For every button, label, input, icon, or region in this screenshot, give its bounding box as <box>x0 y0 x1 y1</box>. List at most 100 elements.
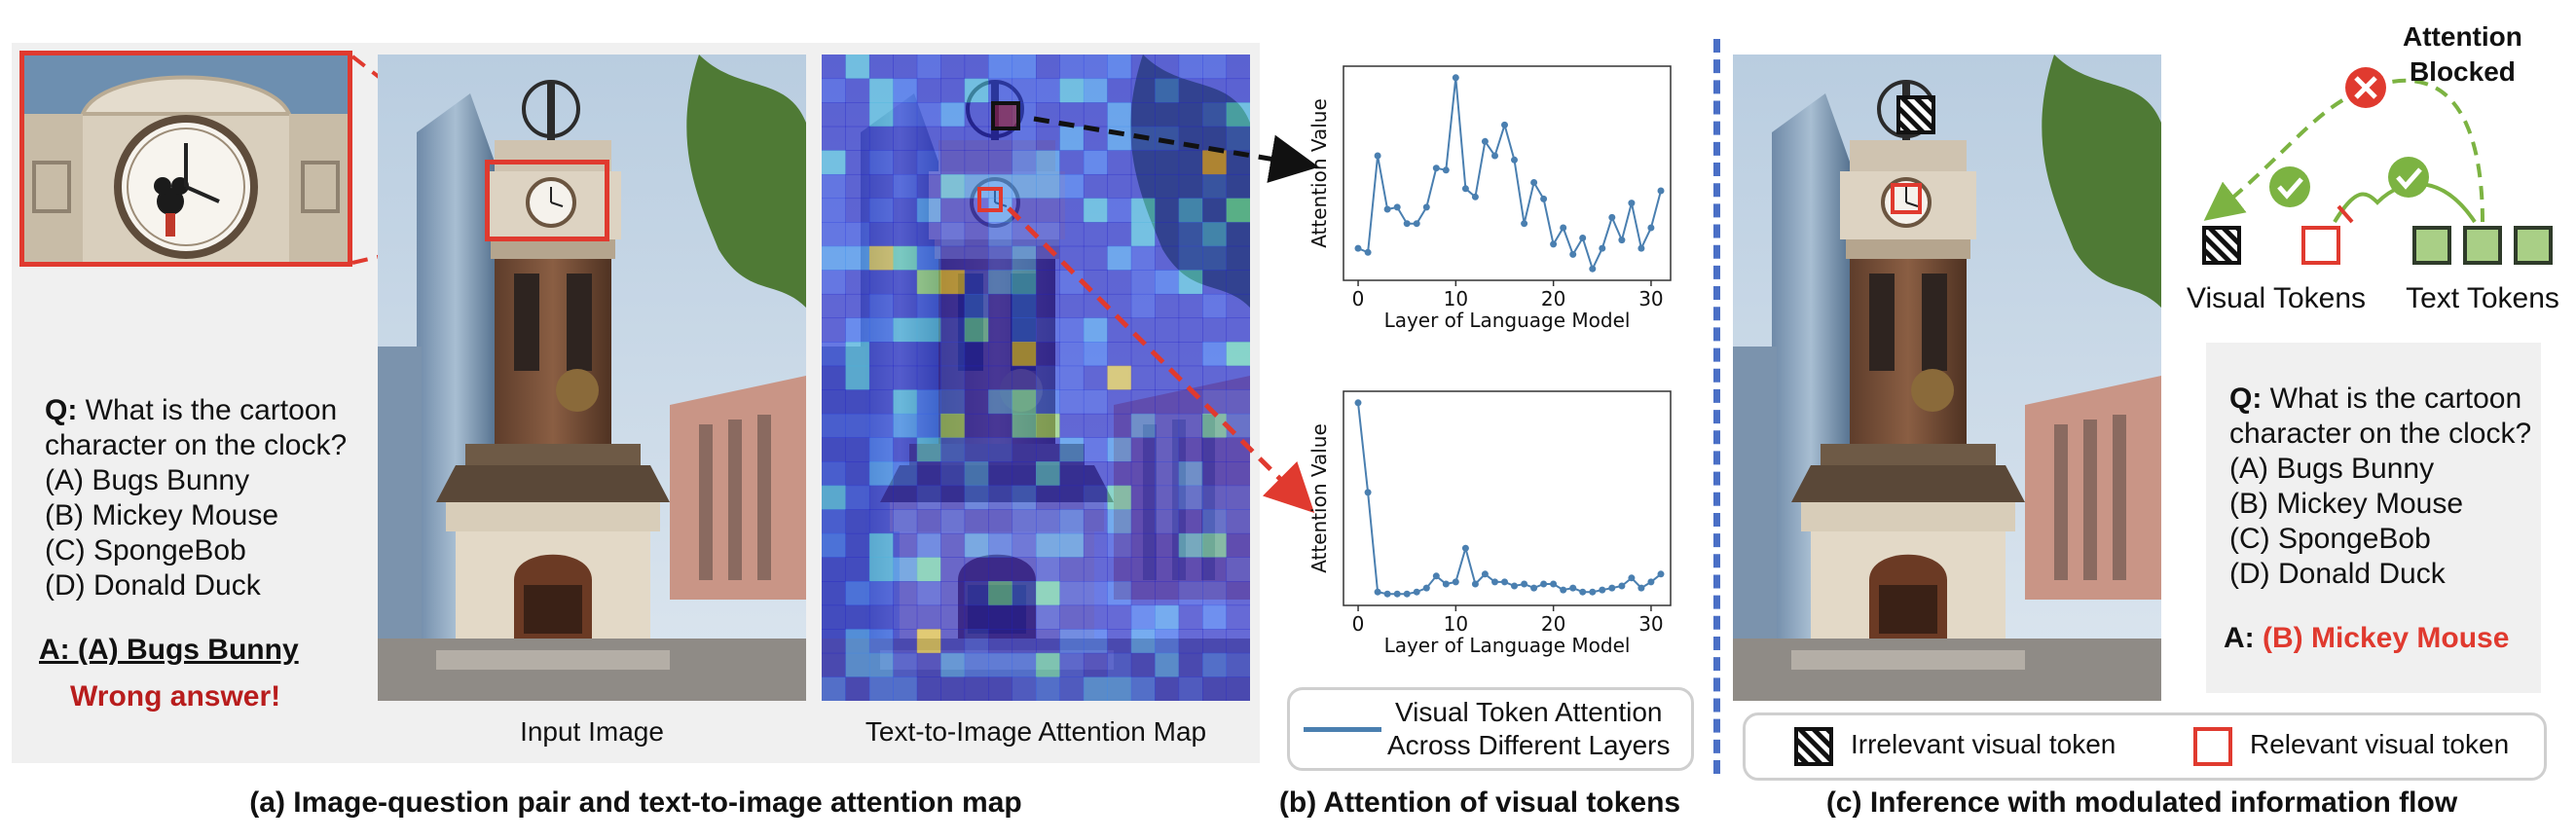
heatmap-cell <box>1107 173 1132 200</box>
heatmap-cell <box>916 173 941 200</box>
attention-blocked-label: Attention Blocked <box>2403 19 2522 90</box>
heatmap-cell <box>988 557 1013 582</box>
heatmap-cell <box>1178 317 1203 343</box>
heatmap-cell <box>1226 342 1250 367</box>
heatmap-cell <box>1036 198 1060 223</box>
heatmap-cell <box>822 557 846 582</box>
heatmap-cell <box>988 629 1013 654</box>
blocked-icon <box>2345 67 2386 108</box>
heatmap-cell <box>1083 485 1108 510</box>
visual-tokens-label: Visual Tokens <box>2186 282 2366 314</box>
heatmap-cell <box>893 652 918 677</box>
heatmap-cell <box>1202 557 1228 582</box>
heatmap-cell <box>1012 270 1037 295</box>
heatmap-cell <box>822 604 846 630</box>
heatmap-cell <box>988 437 1013 462</box>
caption-b: (b) Attention of visual tokens <box>1278 786 1681 819</box>
heatmap-cell <box>868 604 894 630</box>
heatmap-cell <box>845 437 870 462</box>
heatmap-cell <box>1130 485 1156 510</box>
heatmap-cell <box>1130 509 1156 534</box>
heatmap-cell <box>1178 461 1203 487</box>
heatmap-cell <box>1155 317 1180 343</box>
heatmap-cell <box>1059 173 1085 200</box>
heatmap-cell <box>1226 485 1250 510</box>
heatmap-cell <box>845 676 870 701</box>
heatmap-cell <box>1083 245 1108 271</box>
data-point <box>1442 166 1450 174</box>
data-point <box>1432 572 1440 580</box>
data-point <box>1638 584 1645 592</box>
heatmap-cell <box>868 245 894 271</box>
heatmap-cell <box>1178 509 1203 534</box>
heatmap-cell <box>916 389 941 415</box>
data-point <box>1452 74 1459 82</box>
option-a-c: (A) Bugs Bunny <box>2229 453 2435 485</box>
heatmap-cell <box>868 102 894 128</box>
heatmap-cell <box>916 437 941 462</box>
irrelevant-token-arrow <box>1033 116 1319 183</box>
wrong-answer-label: Wrong answer! <box>70 680 281 712</box>
data-point <box>1452 578 1459 586</box>
heatmap-cell <box>1226 317 1250 343</box>
heatmap-cell <box>1107 365 1132 390</box>
heatmap-cell <box>1012 317 1037 343</box>
heatmap-cell <box>822 245 846 271</box>
heatmap-cell <box>1178 222 1203 247</box>
heatmap-cell <box>940 581 966 606</box>
heatmap-cell <box>1107 437 1132 462</box>
heatmap-cell <box>1107 78 1132 103</box>
data-point <box>1393 590 1401 598</box>
heatmap-cell <box>1059 126 1085 151</box>
heatmap-cell <box>1226 365 1250 390</box>
heatmap-cell <box>1107 102 1132 128</box>
heatmap-cell <box>1083 173 1108 200</box>
x-axis-label: Layer of Language Model <box>1384 309 1631 332</box>
heatmap-cell <box>1155 342 1180 367</box>
heatmap-cell <box>1226 461 1250 487</box>
section-divider <box>1713 39 1720 774</box>
heatmap-cell <box>940 55 966 80</box>
heatmap-cell <box>822 317 846 343</box>
heatmap-cell <box>1155 557 1180 582</box>
heatmap-cell <box>1083 461 1108 487</box>
heatmap-cell <box>1202 389 1228 415</box>
heatmap-cell <box>1036 270 1060 295</box>
heatmap-cell <box>1036 461 1060 487</box>
heatmap-cell <box>1155 676 1180 701</box>
heatmap-cell <box>1107 413 1132 438</box>
chart-attention-irrelevant: 0 10 20 30 Layer of Language Model Attention … <box>1307 65 1672 332</box>
question-line-1-c: Q: What is the cartoon <box>2229 382 2541 417</box>
heatmap-cell <box>868 173 894 200</box>
heatmap-cell <box>1083 317 1108 343</box>
heatmap-cell <box>964 102 989 128</box>
heatmap-cell <box>1178 629 1203 654</box>
clock-highlight-box <box>485 160 609 241</box>
heatmap-cell <box>1107 222 1132 247</box>
heatmap-cell <box>822 437 846 462</box>
heatmap-cell <box>868 485 894 510</box>
heatmap-cell <box>1155 198 1180 223</box>
heatmap-cell <box>1155 270 1180 295</box>
heatmap-cell <box>1083 389 1108 415</box>
heatmap-cell <box>1226 126 1250 151</box>
heatmap-cell <box>1178 102 1203 128</box>
heatmap-cell <box>940 293 966 319</box>
heatmap-cell <box>1012 557 1037 582</box>
heatmap-cell <box>1083 581 1108 606</box>
heatmap-cell <box>940 365 966 390</box>
heatmap-cell <box>988 485 1013 510</box>
data-point <box>1657 187 1665 195</box>
heatmap-cell <box>1012 485 1037 510</box>
heatmap-cell <box>1107 150 1132 175</box>
heatmap-cell <box>868 150 894 175</box>
heatmap-cell <box>868 676 894 701</box>
heatmap-cell <box>845 222 870 247</box>
heatmap-cell <box>940 173 966 200</box>
heatmap-cell <box>893 245 918 271</box>
heatmap-cell <box>1178 532 1203 558</box>
heatmap-cell <box>916 126 941 151</box>
heatmap-cell <box>845 389 870 415</box>
heatmap-cell <box>988 270 1013 295</box>
heatmap-cell <box>940 413 966 438</box>
